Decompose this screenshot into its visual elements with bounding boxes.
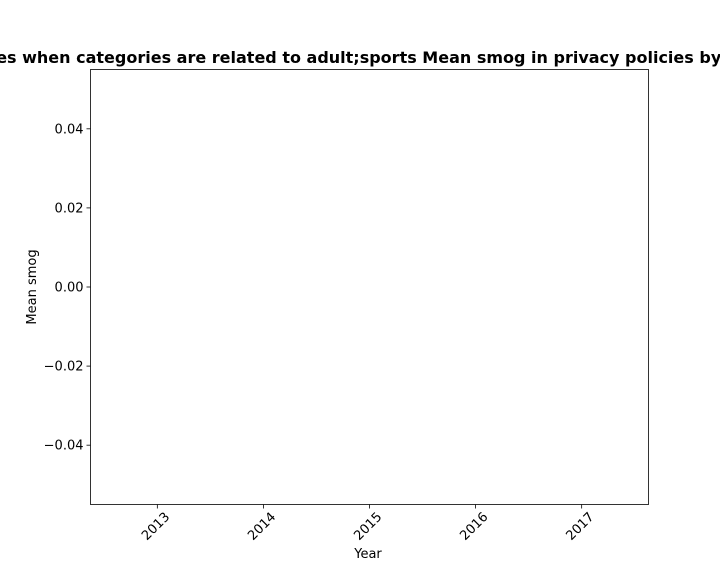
chart-title: Sites when categories are related to adu…: [0, 48, 720, 67]
x-tick-label: 2014: [245, 510, 279, 544]
y-axis-label: Mean smog: [25, 249, 40, 324]
x-axis: 2013 2014 2015 2016 2017: [139, 504, 597, 544]
y-tick-label: 0.02: [55, 201, 84, 216]
x-tick-label: 2016: [457, 510, 491, 544]
x-axis-label: Year: [353, 547, 382, 562]
y-tick-label: 0.00: [55, 281, 84, 296]
x-tick-label: 2013: [139, 510, 173, 544]
x-tick-label: 2015: [351, 510, 385, 544]
y-axis: −0.04 −0.02 0.00 0.02 0.04: [44, 122, 91, 454]
y-tick-label: 0.04: [55, 122, 84, 137]
plot-area: [90, 69, 649, 505]
y-tick-label: −0.04: [44, 439, 84, 454]
x-tick-label: 2017: [563, 510, 597, 544]
y-tick-label: −0.02: [44, 360, 84, 375]
